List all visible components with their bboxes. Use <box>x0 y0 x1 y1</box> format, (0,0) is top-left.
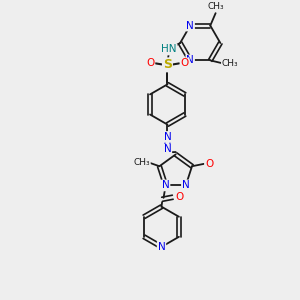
Text: O: O <box>181 58 189 68</box>
Text: N: N <box>162 180 170 190</box>
Text: O: O <box>205 159 213 169</box>
Text: N: N <box>164 144 171 154</box>
Text: N: N <box>164 132 171 142</box>
Text: S: S <box>163 58 172 71</box>
Text: N: N <box>158 242 165 252</box>
Text: CH₃: CH₃ <box>222 59 238 68</box>
Text: N: N <box>186 21 194 31</box>
Text: CH₃: CH₃ <box>207 2 224 11</box>
Text: O: O <box>175 192 183 202</box>
Text: N: N <box>182 180 190 190</box>
Text: N: N <box>186 56 194 65</box>
Text: CH₃: CH₃ <box>134 158 150 167</box>
Text: HN: HN <box>161 44 177 55</box>
Text: O: O <box>146 58 154 68</box>
